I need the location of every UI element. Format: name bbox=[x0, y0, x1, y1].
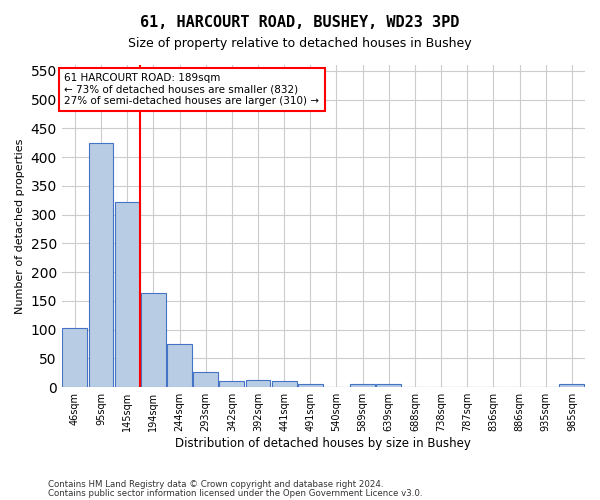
Text: Contains HM Land Registry data © Crown copyright and database right 2024.: Contains HM Land Registry data © Crown c… bbox=[48, 480, 383, 489]
Bar bbox=[298, 384, 323, 387]
Bar bbox=[62, 328, 87, 387]
Bar bbox=[350, 384, 375, 387]
Bar bbox=[167, 344, 192, 387]
Bar bbox=[376, 384, 401, 387]
Bar bbox=[115, 202, 140, 387]
Bar bbox=[245, 380, 271, 387]
Bar bbox=[141, 294, 166, 387]
Text: Contains public sector information licensed under the Open Government Licence v3: Contains public sector information licen… bbox=[48, 490, 422, 498]
Text: 61 HARCOURT ROAD: 189sqm
← 73% of detached houses are smaller (832)
27% of semi-: 61 HARCOURT ROAD: 189sqm ← 73% of detach… bbox=[64, 73, 319, 106]
Bar bbox=[89, 142, 113, 387]
Bar bbox=[193, 372, 218, 387]
Bar bbox=[220, 381, 244, 387]
X-axis label: Distribution of detached houses by size in Bushey: Distribution of detached houses by size … bbox=[175, 437, 472, 450]
Bar bbox=[559, 384, 584, 387]
Text: 61, HARCOURT ROAD, BUSHEY, WD23 3PD: 61, HARCOURT ROAD, BUSHEY, WD23 3PD bbox=[140, 15, 460, 30]
Y-axis label: Number of detached properties: Number of detached properties bbox=[15, 138, 25, 314]
Text: Size of property relative to detached houses in Bushey: Size of property relative to detached ho… bbox=[128, 38, 472, 51]
Bar bbox=[272, 381, 296, 387]
